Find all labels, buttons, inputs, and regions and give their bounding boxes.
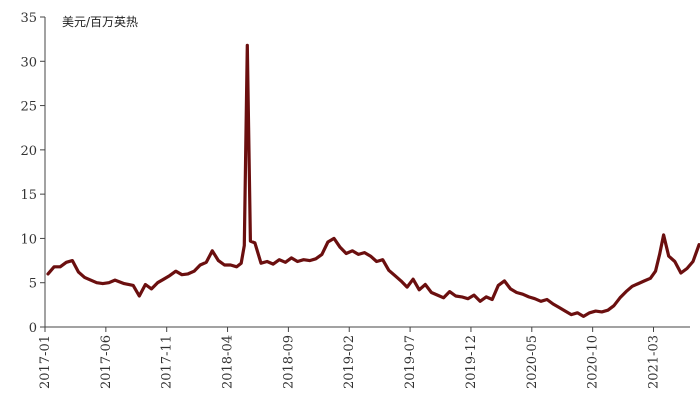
y-tick-label: 0: [29, 321, 37, 336]
y-tick-label: 20: [20, 144, 37, 159]
y-tick-label: 30: [20, 55, 37, 70]
x-tick-label: 2021-03: [646, 335, 661, 389]
x-tick-label: 2019-07: [403, 335, 418, 389]
x-tick-label: 2018-04: [221, 335, 236, 389]
x-tick-label: 2017-11: [160, 335, 175, 389]
y-tick-label: 5: [29, 277, 37, 292]
x-tick-label: 2018-09: [281, 335, 296, 389]
y-tick-label: 10: [20, 232, 37, 247]
x-tick-label: 2020-10: [586, 335, 601, 389]
x-tick-label: 2017-06: [99, 335, 114, 389]
y-tick-label: 15: [20, 188, 37, 203]
x-tick-label: 2020-05: [525, 335, 540, 389]
y-tick-label: 25: [20, 100, 37, 115]
price-series-line: [46, 43, 700, 318]
x-tick-label: 2017-01: [38, 335, 53, 389]
axes: 0 5 10 15 20 25 30 35 2017-01 2017-06 2017-11 2018-…: [20, 11, 690, 389]
x-tick-label: 2019-12: [464, 335, 479, 389]
x-tick-label: 2019-02: [342, 335, 357, 389]
y-tick-label: 35: [20, 11, 37, 26]
unit-label: 美元/百万英热: [62, 15, 138, 29]
series-layer: [46, 43, 700, 318]
